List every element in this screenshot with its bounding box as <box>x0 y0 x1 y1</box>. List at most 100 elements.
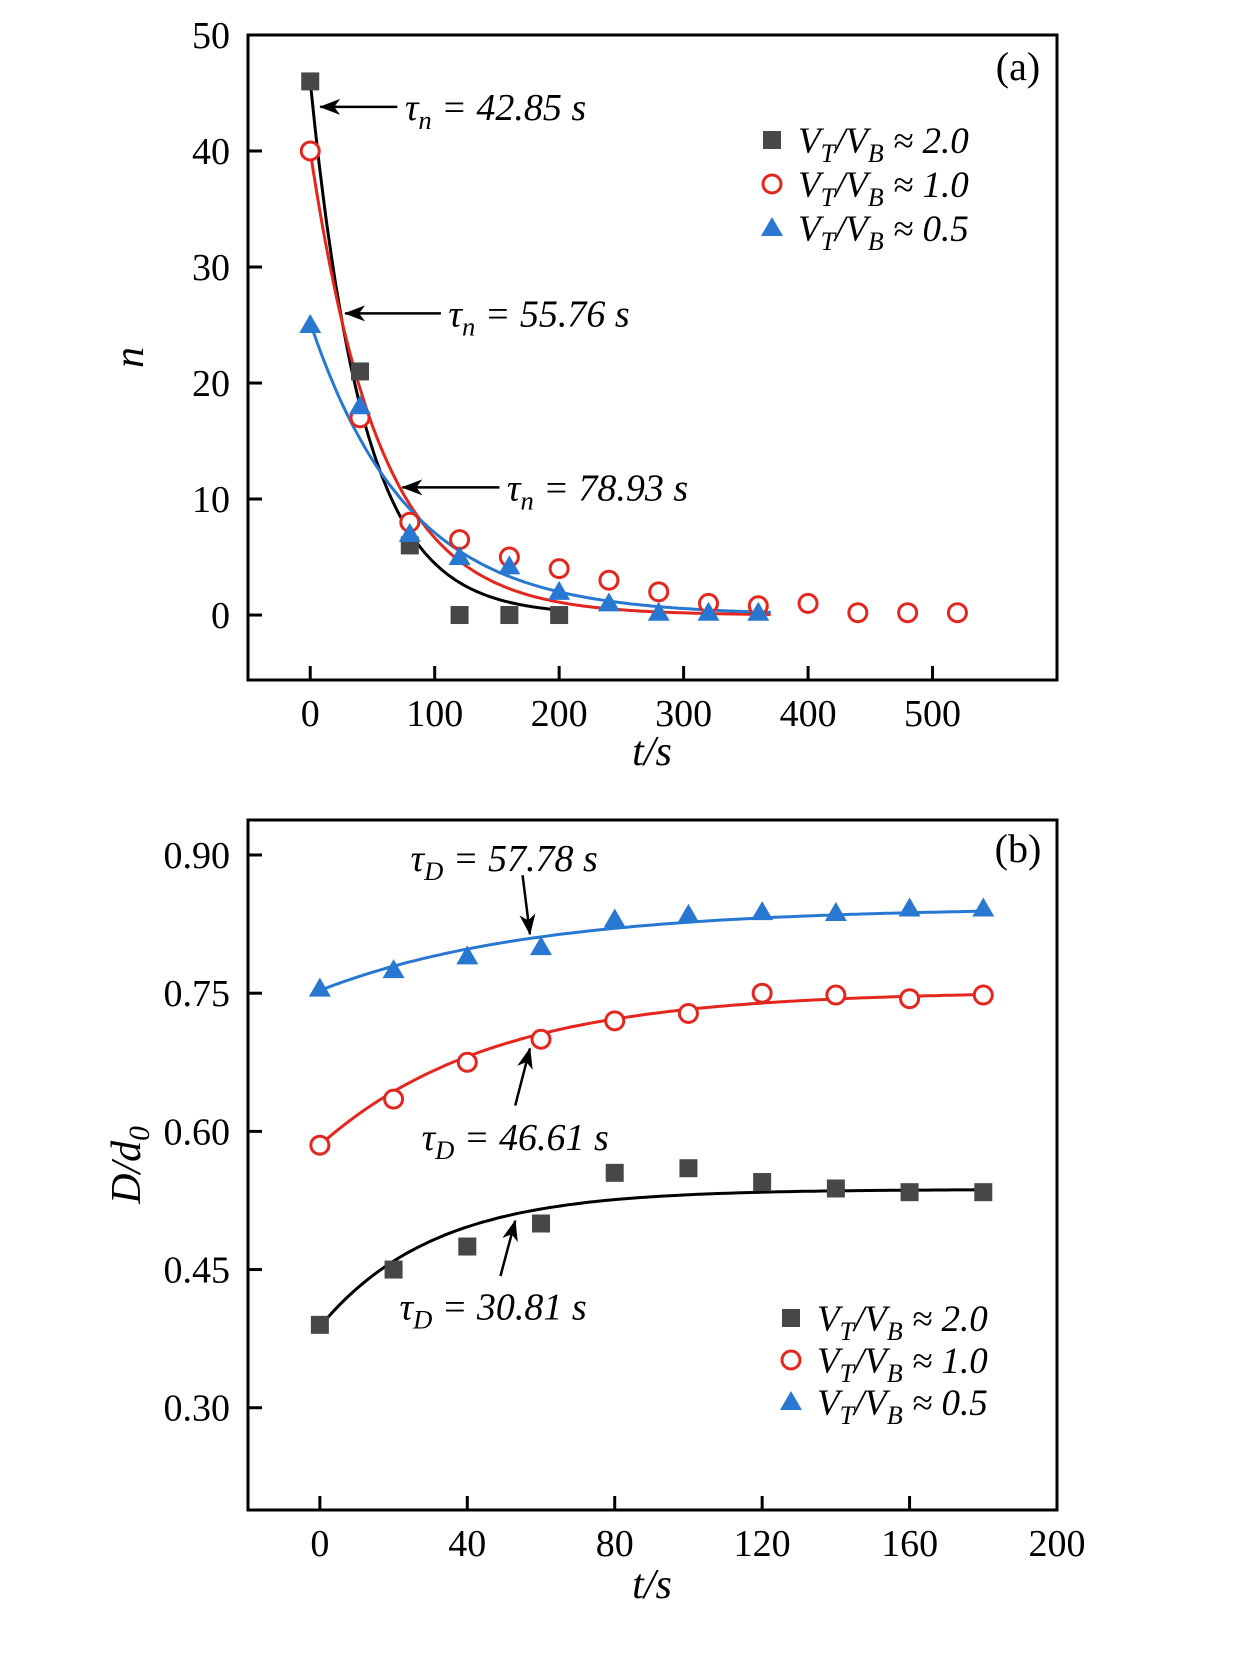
data-point <box>309 1134 331 1156</box>
data-point <box>824 902 847 922</box>
annotation: τD = 46.61 s <box>422 1047 609 1165</box>
x-axis-label: t/s <box>632 1562 672 1608</box>
data-point <box>900 1183 919 1202</box>
y-tick-label: 0.75 <box>164 973 231 1015</box>
data-point <box>448 546 471 566</box>
legend-marker <box>761 217 783 236</box>
x-axis-label: t/s <box>632 729 672 775</box>
data-point <box>604 1010 626 1032</box>
panel-tag: (b) <box>995 826 1042 871</box>
y-tick-label: 10 <box>192 479 230 521</box>
data-point <box>946 602 968 624</box>
data-point <box>751 901 774 921</box>
y-tick-label: 20 <box>192 363 230 405</box>
legend-label: VT/VB ≈ 2.0 <box>798 121 969 168</box>
y-tick-label: 50 <box>192 15 230 57</box>
annotation: τn = 55.76 s <box>344 293 630 341</box>
x-tick-label: 400 <box>780 693 837 735</box>
data-point <box>530 1028 552 1050</box>
y-tick-label: 40 <box>192 131 230 173</box>
data-point <box>382 959 405 979</box>
data-point <box>677 903 700 923</box>
fit-curve <box>318 992 991 1147</box>
data-point <box>825 984 847 1006</box>
data-point <box>826 1179 845 1198</box>
y-tick-label: 0 <box>211 595 230 637</box>
x-tick-label: 120 <box>734 1523 791 1565</box>
data-point <box>597 592 620 612</box>
x-tick-label: 500 <box>904 693 961 735</box>
data-point <box>351 362 370 381</box>
data-point <box>897 602 919 624</box>
annotation: τn = 78.93 s <box>401 467 688 515</box>
x-tick-label: 80 <box>596 1523 634 1565</box>
data-point <box>974 1183 993 1202</box>
fit-curve <box>318 1188 991 1328</box>
data-point <box>450 606 469 625</box>
y-tick-label: 0.90 <box>164 835 231 877</box>
annotation-arrow <box>519 875 536 936</box>
data-point <box>797 592 819 614</box>
data-point <box>530 936 553 956</box>
x-tick-label: 200 <box>1029 1523 1086 1565</box>
data-point <box>548 580 571 600</box>
fit-curve <box>308 322 771 614</box>
plot-box <box>246 818 1059 1512</box>
legend-label: VT/VB ≈ 0.5 <box>798 209 969 256</box>
data-point <box>677 1002 699 1024</box>
annotation-text: τn = 42.85 s <box>405 87 586 135</box>
legend-label: VT/VB ≈ 1.0 <box>817 1341 988 1388</box>
data-point <box>498 555 521 575</box>
legend: VT/VB ≈ 2.0VT/VB ≈ 1.0VT/VB ≈ 0.5 <box>780 1299 988 1430</box>
panel-b: 0 40 80 120 160 200 0.30 0.45 0.60 0.75 0.90 τD = 5… <box>104 818 1086 1608</box>
data-point <box>310 1315 329 1334</box>
fit-curve <box>319 909 991 992</box>
data-point <box>456 1051 478 1073</box>
annotation-arrow <box>513 1047 533 1106</box>
data-point <box>301 72 320 91</box>
annotation-text: τn = 78.93 s <box>507 467 688 515</box>
legend-marker <box>780 1349 802 1371</box>
data-point <box>648 581 670 603</box>
legend-marker <box>761 173 783 195</box>
y-axis-label: D/d0 <box>104 1126 156 1205</box>
data-point <box>456 945 479 965</box>
data-point <box>449 529 471 551</box>
y-axis-label: n <box>107 347 153 368</box>
data-point <box>384 1260 403 1279</box>
data-point <box>603 908 626 928</box>
panel-a: 0 100 200 300 400 500 0 10 20 30 40 50 τn = 42.85 s τ… <box>107 15 1059 775</box>
legend: VT/VB ≈ 2.0VT/VB ≈ 1.0VT/VB ≈ 0.5 <box>761 121 969 256</box>
data-point <box>398 522 421 542</box>
y-tick-label: 0.45 <box>164 1250 231 1292</box>
data-point <box>605 1163 624 1182</box>
data-point <box>898 897 921 917</box>
fit-curve <box>308 150 771 616</box>
y-tick-label: 0.60 <box>164 1111 231 1153</box>
data-point <box>753 1173 772 1192</box>
x-tick-label: 0 <box>310 1523 329 1565</box>
data-point <box>349 395 372 415</box>
data-point <box>899 988 921 1010</box>
data-point <box>299 314 322 334</box>
data-point <box>598 569 620 591</box>
data-point <box>458 1237 477 1256</box>
legend-marker <box>763 131 781 149</box>
legend-label: VT/VB ≈ 1.0 <box>798 165 969 212</box>
data-point <box>679 1159 698 1178</box>
data-point <box>548 558 570 580</box>
annotation: τn = 42.85 s <box>319 87 586 135</box>
plot-box <box>246 33 1059 682</box>
legend-marker <box>780 1391 802 1410</box>
x-tick-label: 40 <box>448 1523 486 1565</box>
x-tick-label: 100 <box>406 693 463 735</box>
data-point <box>383 1088 405 1110</box>
y-tick-label: 30 <box>192 247 230 289</box>
annotation-text: τD = 30.81 s <box>399 1286 586 1334</box>
annotation-arrow <box>499 1219 518 1277</box>
data-point <box>647 601 670 621</box>
x-tick-label: 0 <box>301 693 320 735</box>
data-point <box>747 601 770 621</box>
